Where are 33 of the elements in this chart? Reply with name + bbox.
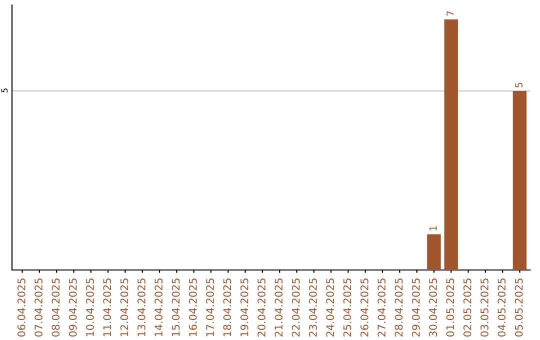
x-tick-label: 08.04.2025 bbox=[52, 278, 60, 337]
x-tick-label: 03.05.2025 bbox=[480, 278, 488, 337]
x-tick-label: 07.04.2025 bbox=[34, 278, 42, 337]
x-tick-label: 28.04.2025 bbox=[394, 278, 403, 337]
x-tick-label: 24.04.2025 bbox=[326, 278, 334, 337]
x-tick-label: 30.04.2025 bbox=[429, 278, 437, 336]
x-tick-label: 16.04.2025 bbox=[188, 278, 197, 336]
x-tick-label: 05.05.2025 bbox=[514, 278, 523, 337]
x-tick-label: 09.04.2025 bbox=[68, 278, 77, 337]
data-label: 7 bbox=[446, 11, 454, 16]
x-tick-label: 01.05.2025 bbox=[446, 278, 454, 337]
x-tick-label: 20.04.2025 bbox=[258, 278, 266, 337]
x-tick-label: 06.04.2025 bbox=[17, 278, 26, 337]
x-tick-label: 27.04.2025 bbox=[378, 278, 386, 337]
data-label: 1 bbox=[430, 226, 437, 230]
x-tick-label: 14.04.2025 bbox=[154, 278, 163, 336]
x-tick-label: 02.05.2025 bbox=[463, 278, 472, 337]
x-tick-label: 04.05.2025 bbox=[498, 278, 506, 337]
x-tick-label: 17.04.2025 bbox=[206, 278, 214, 336]
x-tick-label: 19.04.2025 bbox=[240, 278, 248, 336]
x-tick-label: 12.04.2025 bbox=[120, 278, 128, 336]
x-tick-label: 25.04.2025 bbox=[343, 278, 352, 337]
x-tick-label: 13.04.2025 bbox=[138, 278, 146, 336]
x-tick-label: 29.04.2025 bbox=[412, 278, 420, 337]
x-tick-label: 23.04.2025 bbox=[309, 278, 317, 337]
x-tick-label: 11.04.2025 bbox=[103, 278, 112, 336]
x-tick-label: 21.04.2025 bbox=[274, 278, 283, 337]
x-tick-label: 22.04.2025 bbox=[292, 278, 300, 337]
x-tick-label: 15.04.2025 bbox=[172, 278, 180, 336]
x-tick-label: 26.04.2025 bbox=[360, 278, 368, 337]
x-tick-label: 10.04.2025 bbox=[86, 278, 94, 336]
data-label: 5 bbox=[515, 82, 523, 88]
x-tick-label: 18.04.2025 bbox=[223, 278, 232, 336]
